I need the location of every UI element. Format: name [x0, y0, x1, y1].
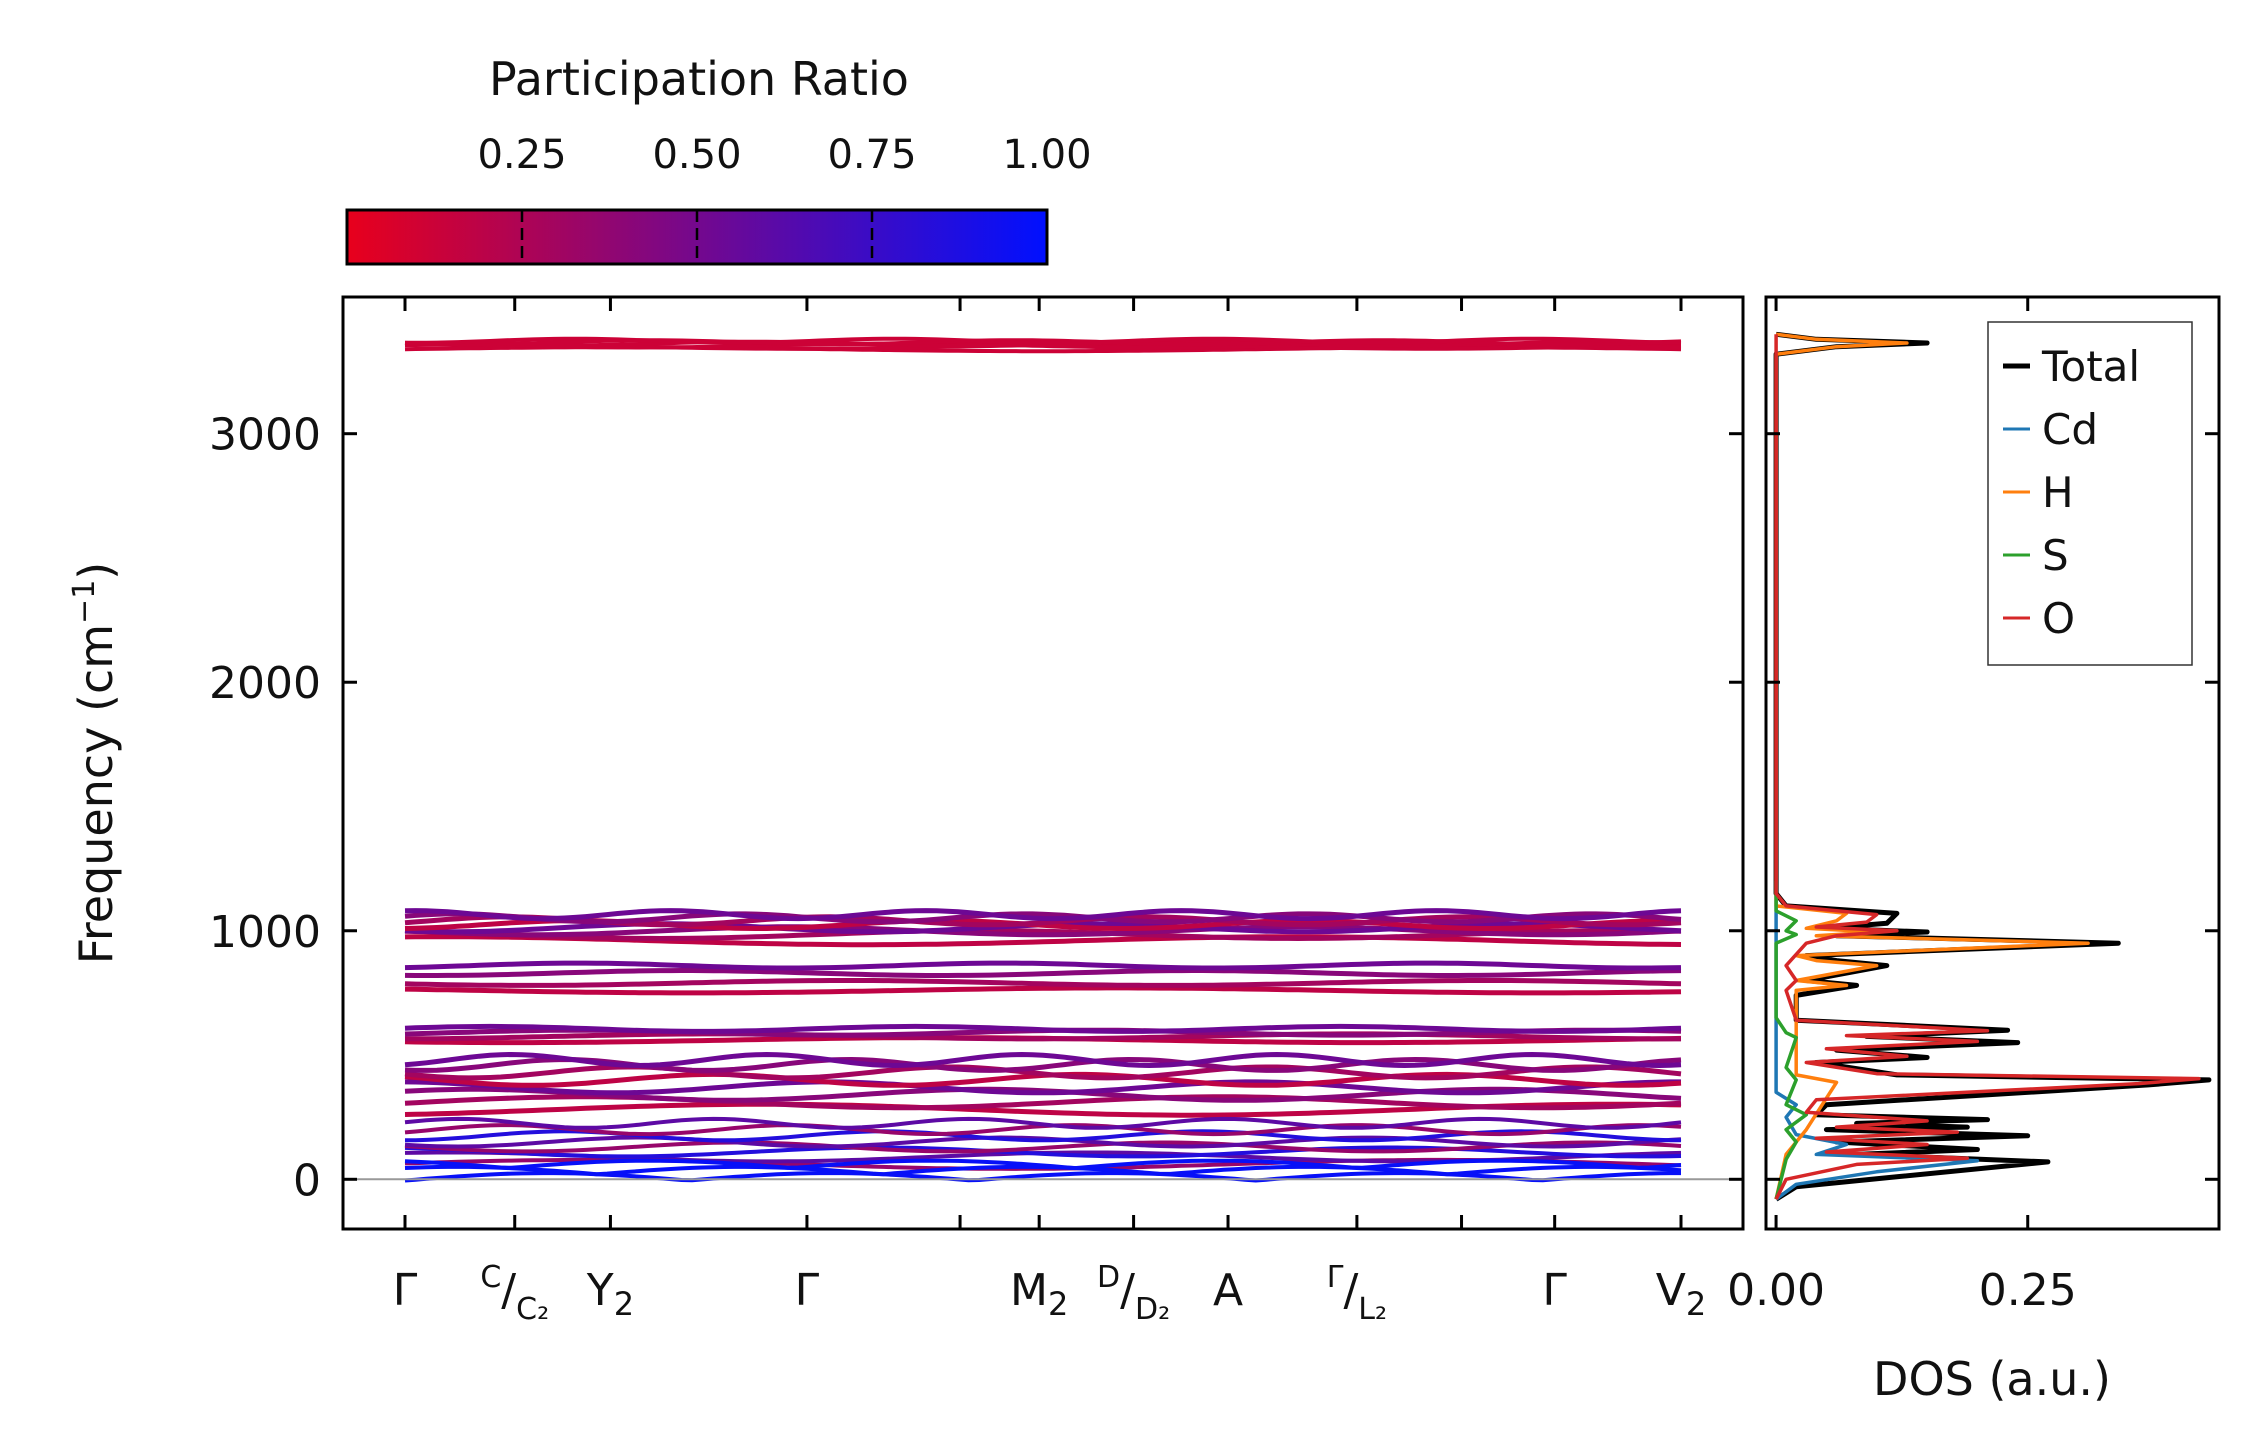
phonon-band-sulfate-mid-1	[404, 978, 1682, 988]
band-structure-panel: Γ C/C₂ Y2 Γ M2 D/D₂ A Γ/L₂ Γ V2 0 1000 2000 3000 Fre…	[67, 295, 1745, 1327]
phonon-band-sulfate-bend-3	[404, 1023, 1682, 1034]
high-symmetry-label: D/D₂	[1097, 1260, 1170, 1327]
dos-xtick-label: 0.25	[1979, 1265, 2077, 1316]
dos-xtick-label: 0.00	[1727, 1265, 1825, 1316]
dos-series-o	[1774, 334, 2201, 1200]
colorbar: Participation Ratio 0.25 0.50 0.75 1.00	[345, 52, 1092, 266]
dos-panel: 0.00 0.25 DOS (a.u.) Total Cd HSO	[1727, 295, 2221, 1406]
phonon-band-sulfate-high-2	[404, 924, 1682, 938]
band-ytick-label: 1000	[209, 907, 321, 958]
phonon-band-acoustic-0	[404, 1171, 1681, 1183]
high-symmetry-label: Y2	[586, 1265, 634, 1323]
legend-label-h: H	[2042, 468, 2074, 517]
colorbar-title: Participation Ratio	[489, 52, 909, 106]
dos-series-s	[1774, 881, 1809, 1200]
colorbar-tick-label: 0.50	[652, 132, 741, 178]
dos-plot-frame	[1764, 295, 2221, 1231]
legend-label-s: S	[2042, 531, 2069, 580]
colorbar-tick-label: 1.00	[1002, 132, 1091, 178]
high-symmetry-label: Γ/L₂	[1327, 1260, 1387, 1327]
phonon-band-acoustic-2	[404, 1158, 1682, 1171]
dos-x-axis-title: DOS (a.u.)	[1873, 1352, 2111, 1406]
legend-label-total: Total	[2041, 342, 2140, 391]
band-ytick-label: 2000	[209, 658, 321, 709]
high-symmetry-label: A	[1213, 1265, 1243, 1316]
phonon-band-libration-7	[404, 1051, 1682, 1069]
high-symmetry-label: M2	[1010, 1265, 1068, 1323]
high-symmetry-label: Γ	[393, 1265, 418, 1316]
high-symmetry-label: Γ	[795, 1265, 820, 1316]
high-symmetry-label: Γ	[1542, 1265, 1567, 1316]
phonon-band-sulfate-mid-2	[404, 968, 1682, 978]
phonon-band-lattice-7	[404, 1116, 1682, 1130]
band-plot-frame	[341, 295, 1745, 1231]
y-axis-title-close: )	[69, 562, 123, 580]
colorbar-tick-label: 0.25	[477, 132, 566, 178]
phonon-band-O-H-stretch-5	[405, 336, 1682, 345]
phonon-band-sulfate-high-6	[404, 911, 1682, 925]
phonon-band-sulfate-mid-0	[404, 985, 1682, 996]
dos-series-h	[1774, 332, 2090, 1200]
colorbar-tick-label: 0.75	[827, 132, 916, 178]
y-axis-title-sup: −1	[67, 580, 102, 624]
legend-label-o: O	[2042, 594, 2075, 643]
y-axis-title: Frequency (cm−1)	[67, 562, 123, 965]
high-symmetry-label: V2	[1656, 1265, 1706, 1323]
phonon-band-sulfate-mid-3	[404, 960, 1682, 971]
band-ytick-label: 0	[293, 1155, 321, 1206]
phonon-band-lattice-3	[404, 1140, 1682, 1154]
phonon-band-sulfate-high-7	[404, 908, 1682, 922]
band-ytick-label: 3000	[209, 410, 321, 461]
legend-label-cd: Cd	[2042, 405, 2098, 454]
dos-legend: Total Cd HSO	[1987, 321, 2193, 666]
high-symmetry-label: C/C₂	[480, 1260, 549, 1327]
phonon-band-libration-3	[404, 1079, 1681, 1096]
y-axis-title-main: Frequency (cm	[69, 624, 123, 964]
